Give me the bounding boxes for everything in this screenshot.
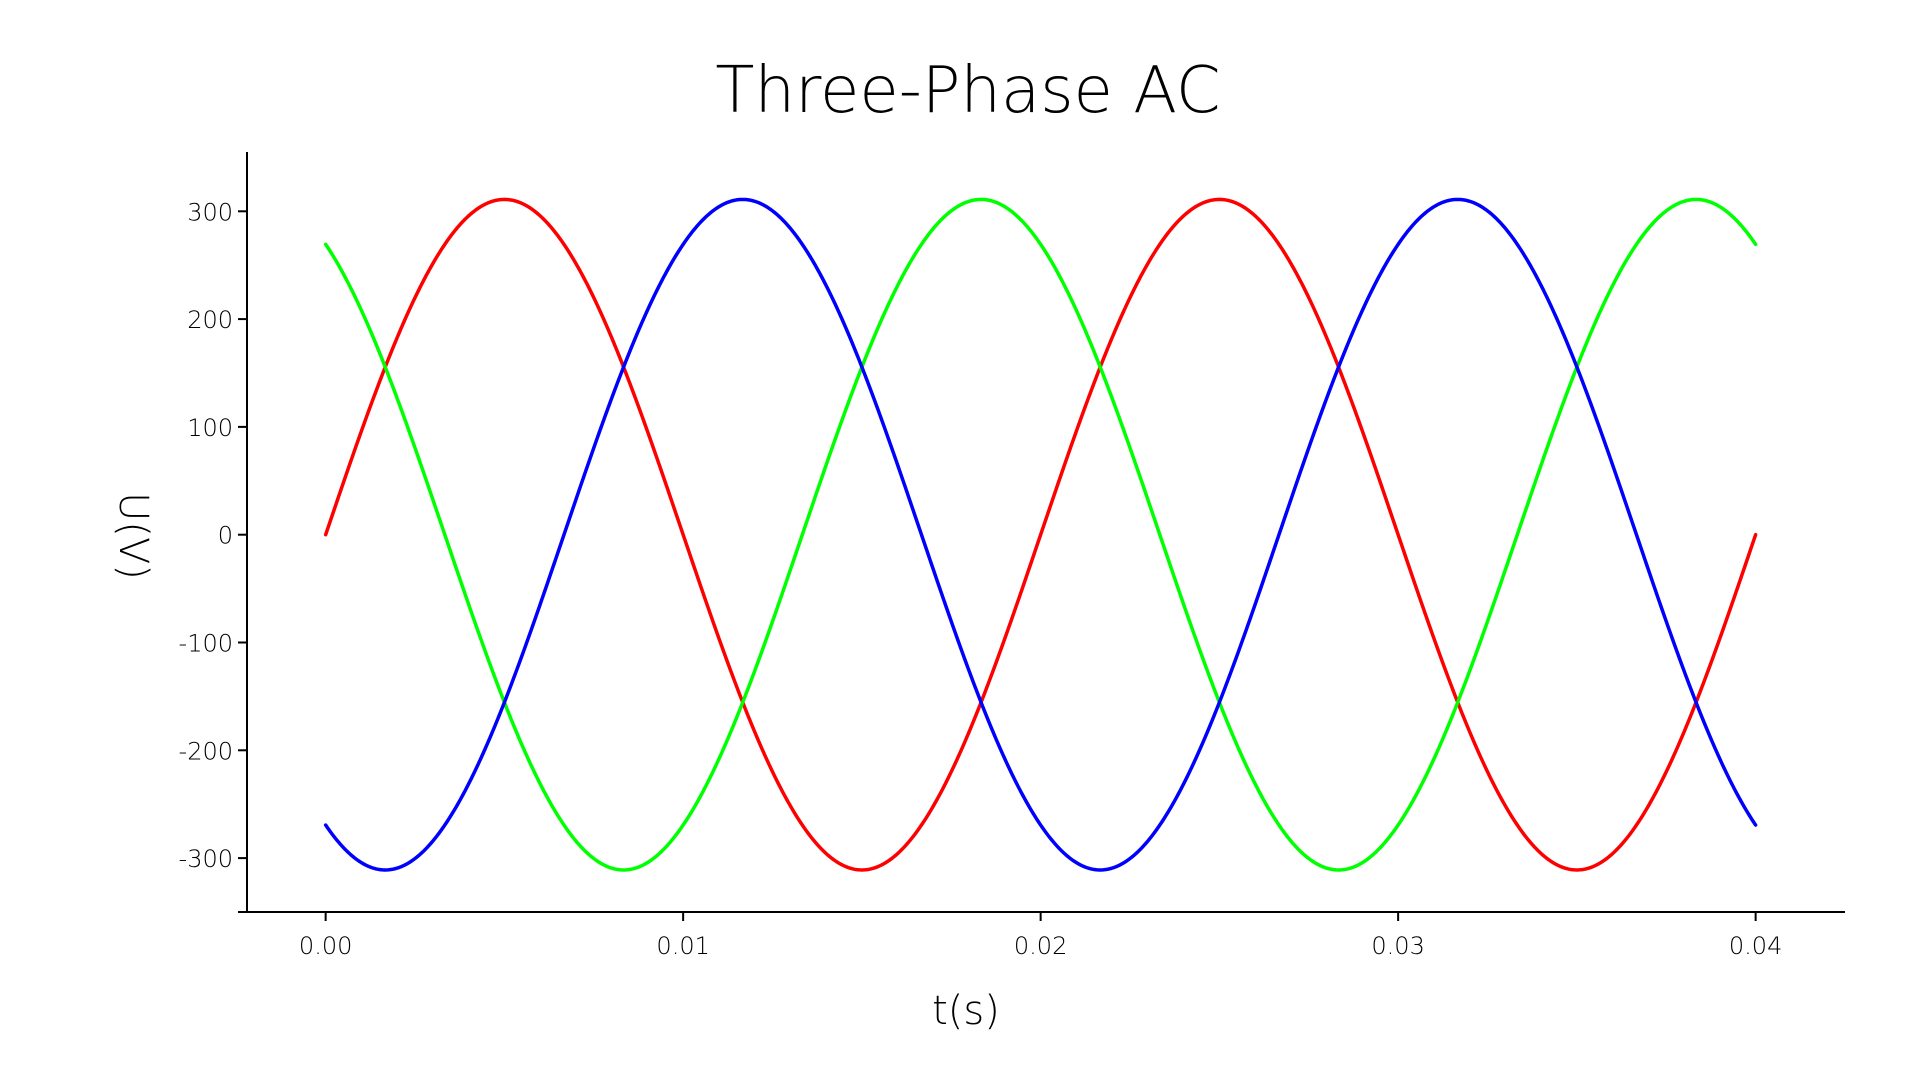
x-tick-label: 0.00	[299, 932, 352, 960]
y-axis-label: U(V)	[110, 492, 156, 580]
series-line-3	[323, 197, 1758, 872]
x-tick-label: 0.02	[1014, 932, 1067, 960]
series-line-1	[323, 197, 1758, 872]
x-tick-label: 0.01	[656, 932, 709, 960]
y-ticks: 300 200 100 0 -100 -200 -300	[179, 198, 247, 873]
x-axis-label: t(s)	[932, 988, 1000, 1034]
y-tick-label: 0	[218, 522, 233, 550]
y-tick-label: -100	[179, 629, 233, 657]
series-line-2	[323, 197, 1758, 872]
series-group	[323, 197, 1758, 872]
y-tick-label: 100	[187, 414, 233, 442]
y-tick-label: -300	[179, 845, 233, 873]
x-tick-label: 0.03	[1371, 932, 1424, 960]
y-tick-label: 200	[187, 306, 233, 334]
y-tick-label: 300	[187, 198, 233, 226]
chart-title: Three-Phase AC	[715, 54, 1220, 128]
x-tick-label: 0.04	[1729, 932, 1782, 960]
x-ticks: 0.00 0.01 0.02 0.03 0.04	[299, 912, 1782, 960]
y-tick-label: -200	[179, 737, 233, 765]
